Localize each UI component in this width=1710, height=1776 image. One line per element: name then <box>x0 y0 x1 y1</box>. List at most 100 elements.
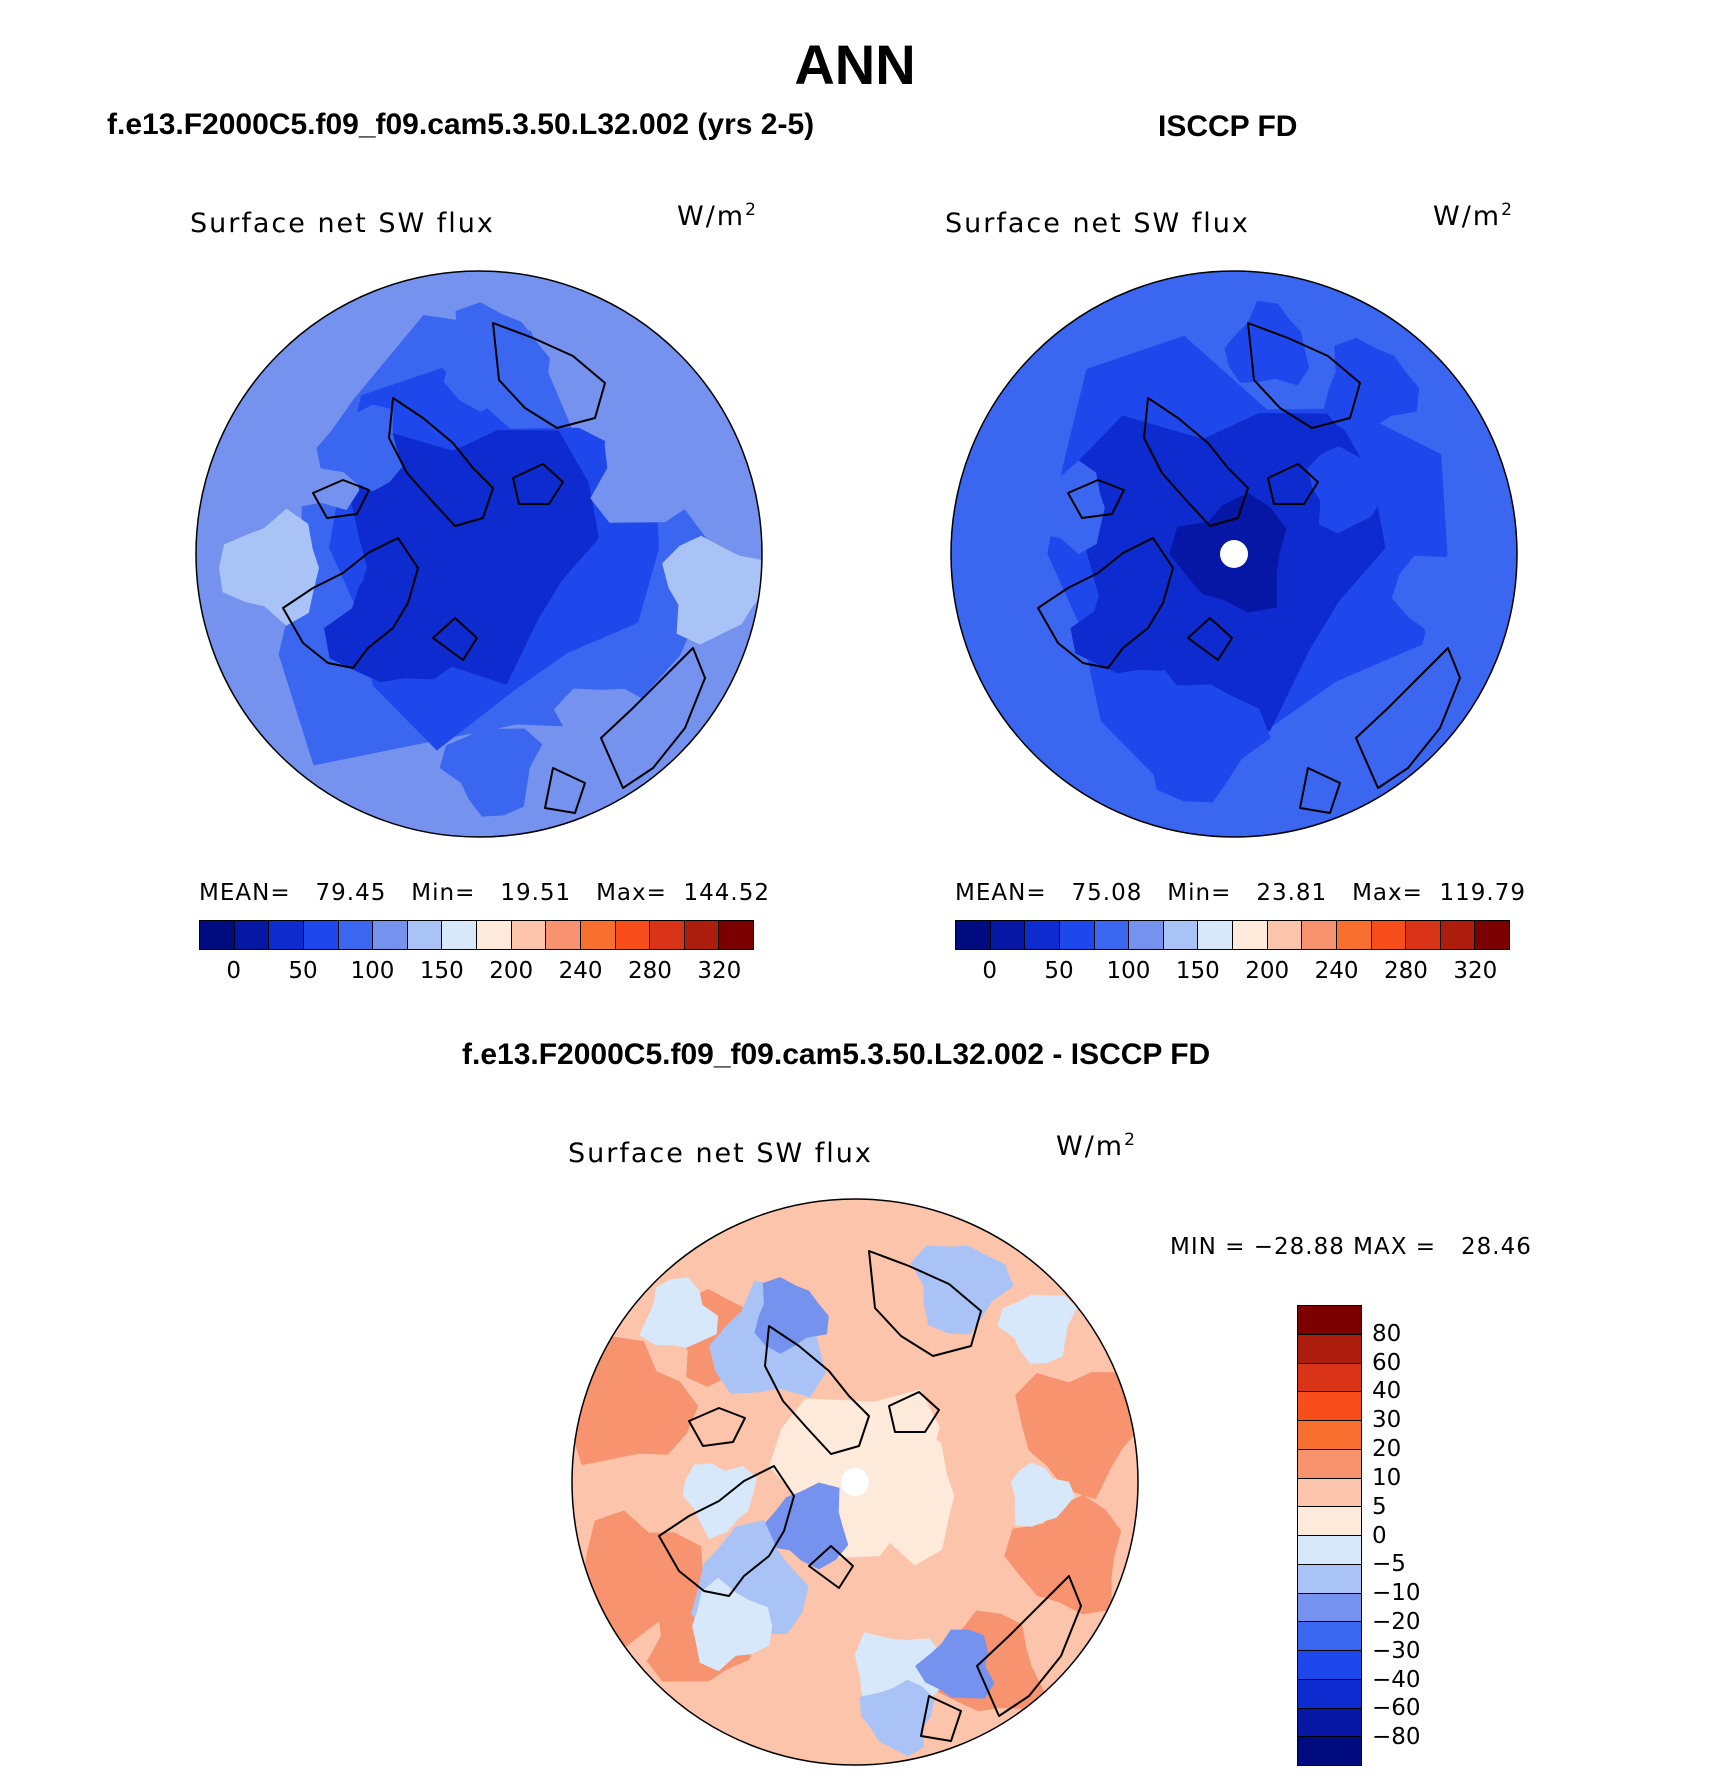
model-map-border <box>195 270 763 838</box>
obs-contour-region <box>1133 684 1271 803</box>
diff-variable-title: Surface net SW flux <box>568 1138 873 1169</box>
colorbar-swatch <box>719 921 753 949</box>
colorbar-swatch <box>269 921 304 949</box>
diff-coastline <box>868 1250 982 1357</box>
diff-contour-region <box>910 1245 1014 1335</box>
colorbar-swatch <box>1406 921 1441 949</box>
colorbar-tick-label: 10 <box>1372 1464 1402 1491</box>
diff-contour-region <box>834 1424 955 1566</box>
model-contour-region <box>628 379 714 464</box>
diff-coastline <box>688 1407 746 1447</box>
obs-contour-region <box>1391 550 1499 656</box>
colorbar-swatch <box>1336 921 1372 949</box>
diff-contour-region <box>1004 1494 1122 1615</box>
colorbar-swatch <box>1298 1507 1361 1536</box>
colorbar-swatch <box>1059 921 1095 949</box>
colorbar-tick-label: −80 <box>1372 1724 1421 1751</box>
colorbar-swatch <box>684 921 720 949</box>
colorbar-swatch <box>200 921 235 949</box>
model-units: W/m2 <box>677 200 758 232</box>
model-contour-region <box>324 561 461 683</box>
diff-contour-region <box>754 1277 829 1354</box>
colorbar-tick-label: −30 <box>1372 1637 1421 1664</box>
colorbar-swatch <box>1025 921 1060 949</box>
colorbar-tick-label: −40 <box>1372 1666 1421 1693</box>
diff-contour-region <box>583 1510 703 1650</box>
obs-coastline <box>1037 537 1174 669</box>
obs-stats: MEAN= 75.08 Min= 23.81 Max= 119.79 <box>955 880 1527 906</box>
colorbar-tick-label: 0 <box>226 958 242 984</box>
model-contour-region <box>316 404 403 492</box>
colorbar-swatch <box>1298 1334 1361 1364</box>
colorbar-swatch <box>1298 1306 1361 1335</box>
obs-contour-region <box>1024 460 1105 555</box>
diff-coastline <box>658 1465 795 1597</box>
obs-colorbar <box>955 920 1510 950</box>
model-contour-region <box>553 688 680 798</box>
model-coastline <box>388 397 494 527</box>
obs-field <box>951 271 1517 837</box>
colorbar-tick-label: 100 <box>350 958 395 984</box>
colorbar-swatch <box>1267 921 1303 949</box>
diff-contour-region <box>1015 1372 1138 1500</box>
colorbar-tick-label: 0 <box>982 958 998 984</box>
colorbar-tick-label: 200 <box>1245 958 1290 984</box>
colorbar-swatch <box>1298 1622 1361 1651</box>
colorbar-tick-label: −5 <box>1372 1551 1406 1578</box>
obs-contour-region <box>1224 300 1310 386</box>
obs-coastline <box>1187 617 1233 661</box>
colorbar-tick-label: 0 <box>1372 1522 1387 1549</box>
colorbar-swatch <box>1298 1478 1361 1508</box>
obs-variable-title: Surface net SW flux <box>945 208 1250 239</box>
colorbar-swatch <box>1475 921 1509 949</box>
diff-coastline <box>976 1575 1082 1717</box>
colorbar-swatch <box>1163 921 1199 949</box>
colorbar-tick-label: −20 <box>1372 1608 1421 1635</box>
diff-stats: MIN = −28.88 MAX = 28.46 <box>1170 1234 1532 1260</box>
model-coastline <box>312 479 370 519</box>
model-coastline <box>600 647 706 789</box>
colorbar-swatch <box>1198 921 1233 949</box>
diff-coastline <box>808 1545 854 1589</box>
colorbar-tick-label: 320 <box>1453 958 1498 984</box>
diff-polar-map <box>571 1198 1139 1766</box>
colorbar-swatch <box>990 921 1026 949</box>
colorbar-swatch <box>1298 1708 1361 1738</box>
model-coastline <box>492 322 606 429</box>
diff-units: W/m2 <box>1056 1130 1137 1162</box>
colorbar-swatch <box>373 921 408 949</box>
colorbar-tick-label: 280 <box>1383 958 1428 984</box>
obs-coastline <box>1355 647 1461 789</box>
model-contour-region <box>219 508 319 626</box>
obs-coastline <box>1299 767 1341 814</box>
diff-field <box>572 1199 1138 1765</box>
colorbar-swatch <box>303 921 339 949</box>
model-contour-region <box>439 727 543 817</box>
colorbar-tick-label: 100 <box>1106 958 1151 984</box>
colorbar-swatch <box>1094 921 1130 949</box>
colorbar-swatch <box>407 921 443 949</box>
colorbar-tick-label: 60 <box>1372 1349 1402 1376</box>
obs-pole-missing <box>1220 540 1248 568</box>
diff-contour-region <box>997 1294 1078 1364</box>
diff-pole-missing <box>841 1468 869 1496</box>
model-coastline <box>544 767 586 814</box>
colorbar-swatch <box>1298 1536 1361 1565</box>
obs-contour-region <box>1307 446 1393 534</box>
obs-units: W/m2 <box>1433 200 1514 232</box>
obs-contour-region <box>1323 337 1420 437</box>
model-coastline <box>432 617 478 661</box>
colorbar-swatch <box>1440 921 1476 949</box>
model-stats: MEAN= 79.45 Min= 19.51 Max= 144.52 <box>199 880 771 906</box>
colorbar-swatch <box>1298 1363 1361 1393</box>
diff-contour-region <box>762 1482 849 1570</box>
diff-colorbar <box>1297 1305 1362 1766</box>
colorbar-tick-label: 40 <box>1372 1378 1402 1405</box>
colorbar-swatch <box>650 921 685 949</box>
model-variable-title: Surface net SW flux <box>190 208 495 239</box>
colorbar-tick-label: 240 <box>558 958 603 984</box>
season-title: ANN <box>794 33 916 96</box>
colorbar-swatch <box>546 921 581 949</box>
diff-contour-region <box>915 1629 995 1699</box>
colorbar-swatch <box>1298 1651 1361 1680</box>
